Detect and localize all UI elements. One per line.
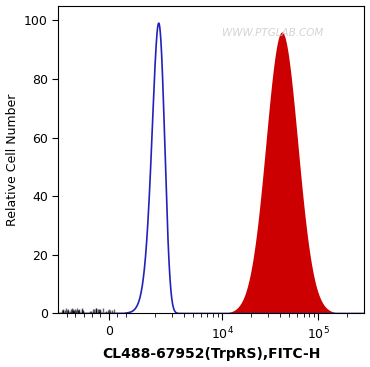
Text: WWW.PTGLAB.COM: WWW.PTGLAB.COM xyxy=(222,28,323,38)
X-axis label: CL488-67952(TrpRS),FITC-H: CL488-67952(TrpRS),FITC-H xyxy=(102,348,321,361)
Y-axis label: Relative Cell Number: Relative Cell Number xyxy=(6,93,18,226)
